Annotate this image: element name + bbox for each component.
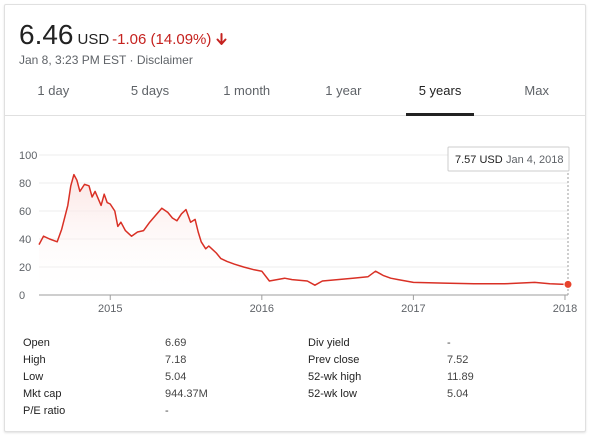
stat-value: 7.52 (447, 354, 469, 366)
quote-subline: Jan 8, 3:23 PM EST · Disclaimer (19, 53, 227, 67)
quote-header: 6.46 USD -1.06 (14.09%) Jan 8, 3:23 PM E… (19, 19, 227, 67)
arrow-down-icon (216, 33, 227, 51)
x-tick-label: 2015 (98, 303, 122, 315)
y-tick-label: 100 (19, 150, 37, 162)
hover-tooltip: 7.57 USD Jan 4, 2018 (447, 146, 570, 172)
stat-label: P/E ratio (23, 405, 66, 417)
separator-dot: · (126, 53, 137, 67)
stat-value: - (165, 405, 169, 417)
y-tick-label: 60 (19, 206, 31, 218)
tab-1-day[interactable]: 1 day (37, 83, 70, 98)
hover-point (563, 279, 573, 289)
stat-value: 5.04 (447, 388, 469, 400)
stat-label: High (23, 354, 46, 366)
tab-5-years[interactable]: 5 years (392, 75, 489, 115)
range-tabs: 1 day 5 days 1 month 1 year 5 years Max (5, 75, 585, 116)
stat-label: Div yield (308, 337, 350, 349)
tab-5-days[interactable]: 5 days (130, 83, 170, 98)
x-tick-label: 2018 (553, 303, 577, 315)
x-axis-ticks: 2015 2016 2017 2018 (98, 295, 577, 315)
stat-value: 6.69 (165, 337, 187, 349)
y-tick-label: 80 (19, 178, 31, 190)
stats-labels-left: Open High Low Mkt cap P/E ratio (23, 335, 65, 420)
x-tick-label: 2017 (401, 303, 425, 315)
stats-values-right: - 7.52 11.89 5.04 (447, 335, 474, 403)
stat-label: 52-wk low (308, 388, 357, 400)
current-price: 6.46 (19, 19, 74, 50)
stat-value: 5.04 (165, 371, 187, 383)
stat-label: 52-wk high (308, 371, 362, 383)
stats-values-left: 6.69 7.18 5.04 944.37M - (165, 335, 208, 420)
tooltip-value: 7.57 USD (455, 154, 503, 166)
stat-value: 11.89 (447, 371, 474, 383)
stat-value: 7.18 (165, 354, 187, 366)
price-area-fill (39, 174, 568, 295)
quote-timestamp: Jan 8, 3:23 PM EST (19, 53, 127, 67)
price-line: 6.46 USD -1.06 (14.09%) (19, 19, 227, 51)
y-tick-label: 40 (19, 234, 31, 246)
y-axis-ticks: 0 20 40 60 80 100 (19, 150, 37, 302)
finance-card: 6.46 USD -1.06 (14.09%) Jan 8, 3:23 PM E… (4, 4, 586, 432)
disclaimer-link[interactable]: Disclaimer (136, 53, 193, 67)
stat-label: Low (23, 371, 44, 383)
price-chart[interactable]: 0 20 40 60 80 100 2015 2016 2017 2018 7.57 USD J… (5, 145, 585, 320)
x-tick-label: 2016 (250, 303, 274, 315)
stat-label: Mkt cap (23, 388, 62, 400)
tab-max[interactable]: Max (524, 83, 549, 98)
tooltip-box (447, 146, 570, 172)
stat-label: Prev close (308, 354, 360, 366)
tab-1-year[interactable]: 1 year (325, 83, 362, 98)
price-line-series (38, 173, 568, 286)
y-tick-label: 20 (19, 262, 31, 274)
currency-label: USD (77, 31, 110, 48)
stat-value: - (447, 337, 451, 349)
tooltip-date: Jan 4, 2018 (506, 154, 564, 166)
stat-label: Open (23, 337, 50, 349)
tab-1-month[interactable]: 1 month (223, 83, 271, 98)
price-change: -1.06 (14.09%) (112, 31, 212, 48)
stats-labels-right: Div yield Prev close 52-wk high 52-wk lo… (308, 335, 361, 403)
stat-value: 944.37M (165, 388, 208, 400)
y-tick-label: 0 (19, 290, 25, 302)
